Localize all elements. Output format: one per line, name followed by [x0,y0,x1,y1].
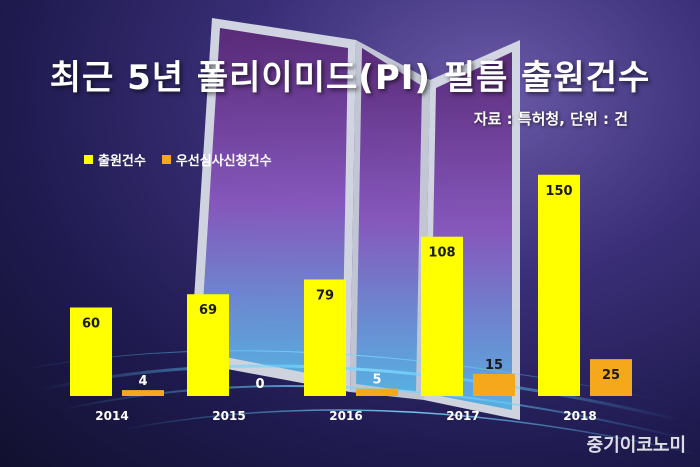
bar-series-1-2014 [70,307,112,396]
legend-label-series-2: 우선심사신청건수 [175,154,272,169]
legend-item-series-1: 출원건수 [84,150,146,169]
bar-series-2-2016 [356,388,398,396]
watermark: 중기이코노미 [586,435,686,456]
x-tick-label-2014: 2014 [95,409,128,423]
bar-series-1-2017 [421,236,463,396]
data-label-series-2-2014: 4 [138,374,147,389]
source-note: 자료 : 특허청, 단위 : 건 [473,110,628,128]
bar-series-1-2016 [304,279,346,396]
bar-series-1-2015 [187,294,229,396]
data-label-series-2-2016: 5 [372,373,381,388]
data-label-series-1-2018: 150 [545,184,572,199]
data-label-series-1-2017: 108 [428,246,455,261]
legend-swatch-series-1 [84,155,93,164]
x-tick-label-2017: 2017 [446,409,479,423]
bar-series-2-2018 [590,359,632,396]
x-tick-label-2018: 2018 [563,409,596,423]
chart-title: 최근 5년 폴리이미드(PI) 필름 출원건수 [49,58,651,98]
bar-series-2-2014 [122,390,164,396]
x-tick-label-2015: 2015 [212,409,245,423]
legend: 출원건수 우선심사신청건수 [84,150,272,169]
legend-label-series-1: 출원건수 [98,154,146,169]
data-label-series-2-2017: 15 [485,358,503,373]
bar-series-1-2018 [538,174,580,396]
legend-item-series-2: 우선심사신청건수 [161,150,272,169]
data-label-series-2-2015: 0 [255,377,264,392]
data-label-series-1-2014: 60 [82,317,100,332]
legend-swatch-series-2 [161,155,171,164]
data-label-series-1-2016: 79 [316,288,334,303]
x-tick-label-2016: 2016 [329,409,362,423]
bar-series-2-2017 [473,373,515,396]
data-label-series-2-2018: 25 [602,368,620,383]
data-label-series-1-2015: 69 [199,303,217,318]
